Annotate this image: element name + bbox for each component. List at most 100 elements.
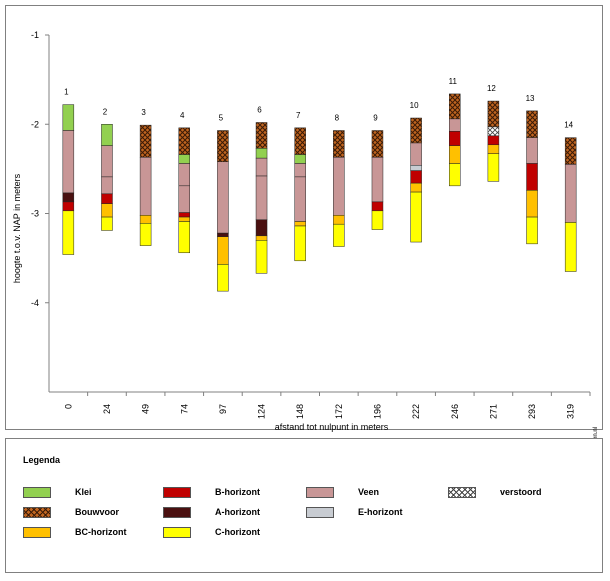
bar-segment-c bbox=[371, 210, 384, 230]
x-tick-label: 222 bbox=[411, 404, 421, 419]
bar-segment-veen bbox=[217, 161, 229, 234]
bar-segment-bouwvoor bbox=[333, 130, 345, 158]
bar-number-label: 3 bbox=[141, 108, 146, 117]
bar-segment-veen bbox=[294, 163, 306, 178]
bar-segment-klei bbox=[294, 154, 306, 164]
bar-segment-klei bbox=[101, 124, 113, 146]
y-axis-title: hoogte t.o.v. NAP in meters bbox=[12, 173, 22, 283]
bar-segment-b bbox=[371, 201, 384, 212]
bar-segment-b bbox=[487, 135, 500, 146]
bar-segment-veen bbox=[333, 157, 345, 216]
bar-segment-c bbox=[410, 191, 422, 243]
bar-segment-c bbox=[564, 222, 577, 272]
bar-segment-c bbox=[449, 163, 461, 187]
legend-swatch-bc bbox=[23, 527, 51, 538]
x-tick-label: 172 bbox=[334, 404, 344, 419]
bar-segment-verstoord bbox=[487, 126, 500, 137]
legend-panel: Legenda Klei Bouwvoor BC-horizont B-horizon… bbox=[5, 438, 603, 573]
legend-swatch-klei bbox=[23, 487, 51, 498]
bar-number-label: 13 bbox=[526, 94, 535, 103]
legend-swatch-e bbox=[306, 507, 334, 518]
y-tick-label: -2 bbox=[31, 119, 39, 129]
bar-segment-bc bbox=[294, 221, 306, 227]
bar-number-label: 6 bbox=[257, 105, 262, 114]
bar-segment-bc bbox=[139, 215, 152, 224]
legend-swatch-veen bbox=[306, 487, 334, 498]
bar-segment-bc bbox=[333, 215, 345, 225]
bar-segment-c bbox=[178, 221, 190, 254]
bar-segment-bc bbox=[178, 216, 190, 222]
x-tick-label: 319 bbox=[566, 404, 576, 419]
bar-segment-veen bbox=[371, 157, 384, 203]
bar-segment-a bbox=[255, 219, 268, 237]
bar-segment-bouwvoor bbox=[217, 130, 229, 162]
bar-segment-bouwvoor bbox=[564, 137, 577, 165]
bar-segment-bouwvoor bbox=[487, 100, 500, 128]
bar-segment-bc bbox=[410, 182, 422, 193]
bar-segment-veen bbox=[255, 175, 268, 220]
watermark-text: www.boorstaten.nl bbox=[593, 427, 599, 440]
legend-label-bc: BC-horizont bbox=[75, 527, 127, 537]
bar-segment-b bbox=[410, 170, 422, 184]
bar-segment-klei bbox=[178, 154, 190, 164]
bar-segment-veen bbox=[101, 176, 113, 195]
x-tick-label: 246 bbox=[450, 404, 460, 419]
bar-segment-c bbox=[62, 210, 75, 255]
bar-segment-klei bbox=[255, 148, 268, 159]
bar-segment-bc bbox=[449, 145, 461, 164]
bar-segment-e bbox=[410, 165, 422, 171]
bar-segment-bouwvoor bbox=[255, 122, 268, 149]
bar-segment-veen bbox=[449, 118, 461, 132]
bar-segment-bouwvoor bbox=[178, 127, 190, 155]
x-tick-label: 124 bbox=[257, 404, 267, 419]
x-tick-label: 293 bbox=[527, 404, 537, 419]
legend-swatch-c bbox=[163, 527, 191, 538]
legend-label-a: A-horizont bbox=[215, 507, 260, 517]
legend-swatch-b bbox=[163, 487, 191, 498]
bar-segment-b bbox=[526, 163, 538, 191]
bar-segment-bc bbox=[526, 190, 538, 218]
x-tick-label: 196 bbox=[372, 404, 382, 419]
bar-segment-veen bbox=[294, 176, 306, 222]
bar-number-label: 14 bbox=[564, 121, 573, 130]
bar-segment-c bbox=[487, 153, 500, 182]
bar-segment-c bbox=[526, 216, 538, 245]
bar-number-label: 9 bbox=[373, 113, 378, 122]
x-tick-label: 0 bbox=[63, 404, 73, 409]
bar-segment-b bbox=[62, 201, 75, 212]
y-tick-label: -1 bbox=[31, 30, 39, 40]
legend-swatch-bouwvoor bbox=[23, 507, 51, 518]
soil-profile-chart: -1 -2 -3 -4 hoogte t.o.v. NAP in meters afsta… bbox=[12, 30, 599, 440]
legend-label-bouwvoor: Bouwvoor bbox=[75, 507, 119, 517]
bar-number-label: 2 bbox=[103, 107, 108, 116]
bar-segment-veen bbox=[62, 130, 75, 194]
bar-number-label: 7 bbox=[296, 111, 301, 120]
bar-number-label: 4 bbox=[180, 111, 185, 120]
bar-segment-c bbox=[333, 223, 345, 247]
bar-number-label: 10 bbox=[410, 101, 419, 110]
y-tick-label: -4 bbox=[31, 298, 39, 308]
bar-number-label: 11 bbox=[449, 77, 458, 86]
bar-segment-veen bbox=[410, 142, 422, 166]
bar-segment-c bbox=[217, 264, 229, 292]
bar-segment-klei bbox=[62, 104, 75, 131]
bar-segment-a bbox=[62, 192, 75, 203]
bar-segment-b bbox=[101, 193, 113, 204]
bar-segment-bouwvoor bbox=[526, 110, 538, 138]
bar-segment-bc bbox=[255, 235, 268, 241]
bar-segment-c bbox=[294, 225, 306, 262]
bar-number-label: 12 bbox=[487, 84, 496, 93]
bar-segment-bouwvoor bbox=[139, 124, 152, 158]
bar-segment-bouwvoor bbox=[410, 117, 422, 144]
bar-segment-veen bbox=[255, 157, 268, 177]
bar-segment-c bbox=[101, 216, 113, 231]
bar-number-label: 5 bbox=[219, 113, 224, 122]
x-tick-label: 148 bbox=[295, 404, 305, 419]
legend-title: Legenda bbox=[23, 455, 61, 465]
x-tick-label: 49 bbox=[141, 404, 151, 414]
bar-segment-veen bbox=[178, 185, 190, 213]
bar-segment-veen bbox=[526, 137, 538, 164]
legend-label-veen: Veen bbox=[358, 487, 380, 497]
bar-number-label: 1 bbox=[64, 88, 69, 97]
bar-segment-bouwvoor bbox=[371, 130, 384, 158]
